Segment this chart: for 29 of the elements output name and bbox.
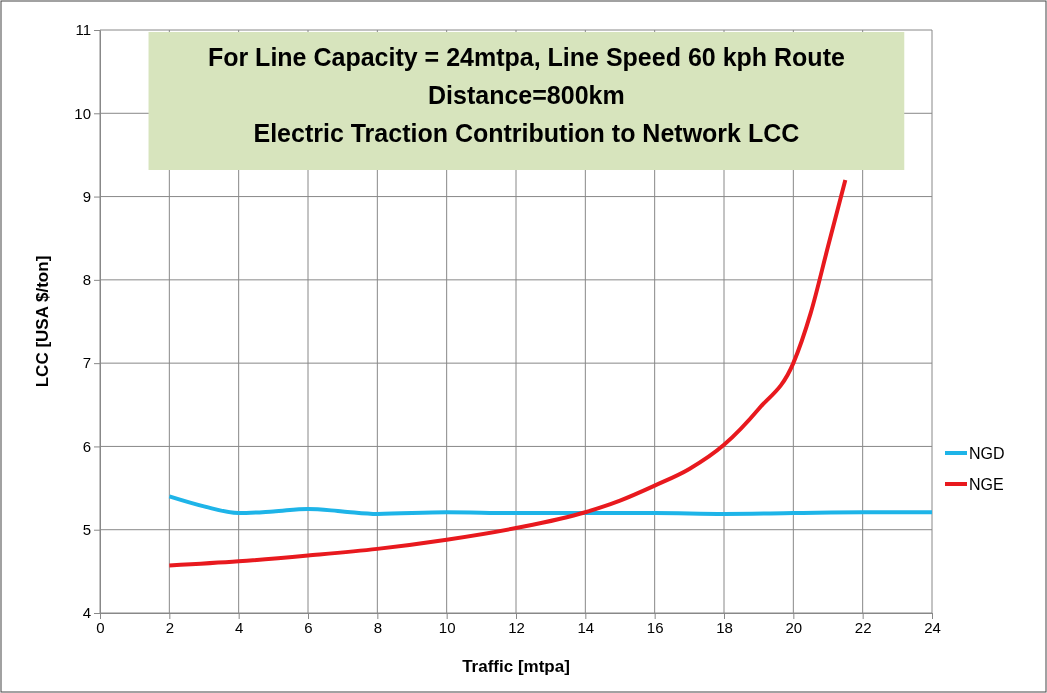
legend-label: NGD	[969, 445, 1005, 462]
y-tick-label: 10	[74, 104, 91, 122]
y-axis-title: LCC [USA $/ton]	[33, 255, 52, 388]
x-tick-label: 22	[854, 618, 872, 636]
x-tick-label: 20	[785, 618, 803, 636]
y-tick-label: 11	[75, 21, 91, 39]
x-tick-label: 10	[438, 618, 456, 636]
y-tick-label: 9	[82, 187, 91, 205]
x-tick-label: 16	[646, 618, 664, 636]
x-tick-label: 2	[165, 618, 175, 636]
x-tick-label: 0	[96, 618, 105, 636]
y-tick-label: 4	[82, 604, 91, 622]
x-tick-label: 12	[508, 618, 525, 636]
x-tick-label: 14	[577, 618, 595, 636]
text: For Line Capacity = 24mtpa, Line Speed 60 kph Route Distance=800km	[207, 43, 845, 109]
line-series	[167, 494, 934, 516]
text: Electric Traction Contribution to Network LCC	[253, 119, 800, 147]
legend-label: NGE	[969, 476, 1004, 493]
x-tick-label: 8	[373, 618, 383, 636]
line-series	[167, 177, 848, 568]
y-tick-label: 8	[82, 271, 91, 289]
x-axis-title: Traffic [mtpa]	[462, 657, 570, 676]
x-tick-label: 18	[716, 618, 733, 636]
y-tick-label: 7	[82, 354, 91, 372]
y-tick-label: 6	[82, 437, 91, 455]
x-tick-label: 4	[234, 618, 244, 636]
y-tick-label: 5	[82, 521, 91, 539]
x-tick-label: 24	[924, 618, 941, 636]
x-tick-label: 6	[304, 618, 313, 636]
